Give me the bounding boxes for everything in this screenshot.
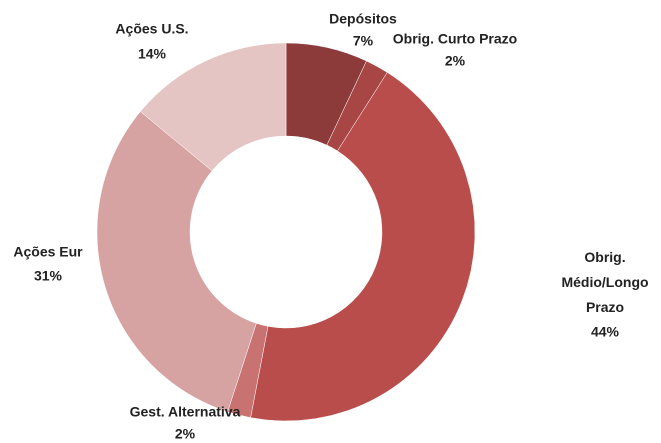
donut-slice [140,42,287,172]
slice-value-label: 2% [175,426,196,442]
slice-value-label: 44% [591,324,620,340]
slice-label: Depósitos [329,11,397,27]
donut-slice [250,72,476,422]
label-line: Obrig. [584,249,625,265]
slice-value-label: 31% [34,268,63,284]
slice-label: Gest. Alternativa [130,404,241,420]
slice-value-label: 2% [445,53,466,69]
slice-label: Ações U.S. [115,21,188,37]
label-line: Prazo [586,299,624,315]
slice-value-label: 7% [353,33,374,49]
label-line: Médio/Longo [561,274,648,290]
slice-label: Ações Eur [13,244,83,260]
slice-value-label: 14% [138,46,167,62]
slice-label: Obrig. Curto Prazo [393,31,517,47]
donut-slice [96,111,257,413]
slice-label: Obrig. Médio/Longo Prazo [561,249,648,315]
